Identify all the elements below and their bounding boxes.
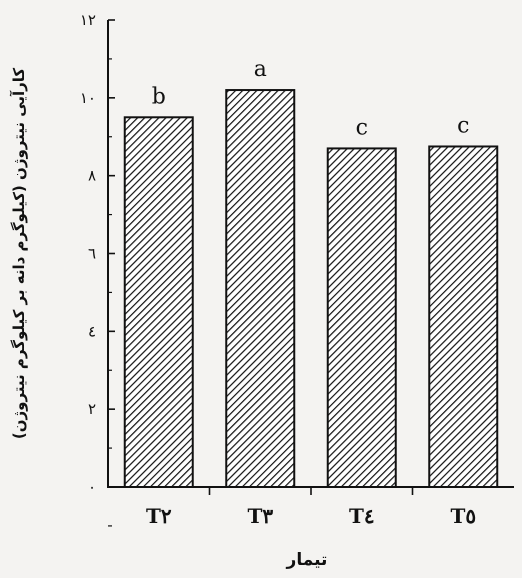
- y-tick-label: ۱۰: [80, 89, 96, 107]
- bars-layer: [123, 89, 499, 489]
- bar-3: [428, 145, 499, 489]
- bar-1: [225, 89, 296, 489]
- y-tick-label: ۰: [88, 478, 96, 496]
- y-tick-label: ۲: [88, 400, 96, 418]
- significance-letter: a: [254, 57, 267, 82]
- y-axis-title: کارآیی نیتروژن (کیلوگرم دانه بر کیلوگرم …: [10, 68, 28, 440]
- x-tick-label: T۳: [247, 504, 273, 528]
- y-tick-label: ٦: [88, 245, 96, 263]
- significance-letter: c: [457, 113, 469, 138]
- y-tick-label: ٨: [88, 167, 96, 185]
- labels-layer: ۰ ۲ ٤ ٦ ٨ ۱۰ ۱۲ b T۲ a T۳ c T٤ c T٥ تیمار کارآیی نیتروژن…: [10, 11, 476, 570]
- bar-0: [123, 116, 194, 489]
- significance-letter: b: [152, 84, 166, 109]
- y-tick-label: ٤: [88, 322, 96, 340]
- x-axis-title: تیمار: [286, 550, 328, 570]
- significance-letter: c: [356, 115, 368, 140]
- x-tick-label: T٤: [349, 504, 375, 528]
- y-tick-label: ۱۲: [80, 11, 96, 29]
- x-tick-label: T۲: [146, 504, 172, 528]
- bar-2: [326, 147, 397, 489]
- x-tick-label: T٥: [450, 504, 476, 528]
